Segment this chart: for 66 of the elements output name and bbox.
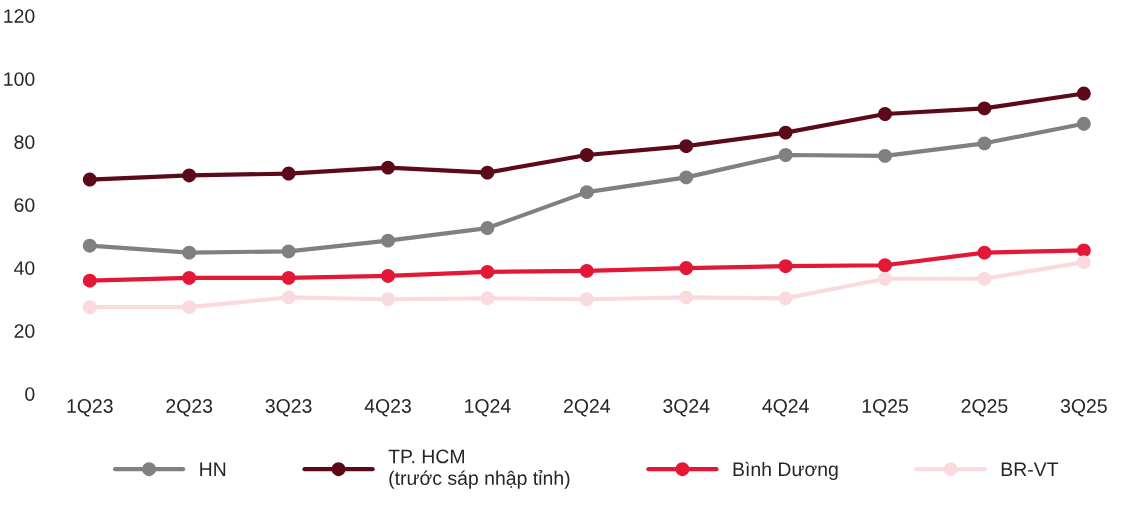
x-tick-label: 2Q23 (166, 399, 213, 417)
point (878, 271, 892, 286)
point (778, 148, 793, 162)
point (281, 244, 296, 259)
point (679, 290, 694, 305)
point (381, 269, 395, 283)
point (182, 168, 197, 183)
legend-label: Bình Dương (733, 461, 838, 481)
point (878, 258, 892, 273)
point (281, 290, 296, 305)
x-tick-label: 1Q24 (465, 399, 511, 417)
point (679, 170, 694, 185)
y-tick-label: 80 (14, 135, 35, 149)
point (82, 300, 97, 315)
point (82, 273, 97, 288)
point (281, 270, 296, 285)
point (82, 172, 97, 187)
point (1076, 255, 1091, 270)
x-tick-label: 1Q25 (862, 399, 908, 417)
x-tick-label: 3Q24 (663, 399, 710, 417)
y-tick-label: 100 (4, 72, 35, 86)
y-tick-label: 120 (4, 9, 35, 23)
x-tick-label: 1Q23 (67, 399, 113, 417)
y-tick-label: 0 (25, 387, 35, 401)
legend-label: BR-VT (1001, 462, 1059, 476)
point (480, 291, 495, 306)
point (381, 160, 395, 175)
point (579, 185, 594, 200)
point (977, 271, 992, 286)
point (977, 245, 992, 260)
point (679, 261, 694, 276)
point (679, 139, 694, 154)
point (579, 292, 594, 307)
point (381, 292, 395, 307)
point (82, 238, 97, 253)
point (977, 136, 992, 151)
x-tick-label: 2Q25 (961, 399, 1008, 417)
y-tick-label: 60 (14, 198, 35, 212)
legend-label: HN (200, 462, 226, 476)
x-tick-label: 3Q23 (265, 399, 312, 417)
y-tick-label: 20 (14, 324, 35, 338)
point (182, 300, 197, 315)
point (281, 166, 296, 181)
point (778, 291, 793, 306)
point (579, 263, 594, 278)
x-tick-label: 3Q25 (1060, 399, 1107, 417)
y-tick-label: 40 (14, 261, 35, 275)
point (878, 107, 892, 121)
point (778, 125, 793, 140)
point (381, 233, 395, 248)
point (1076, 86, 1091, 101)
point (182, 270, 197, 285)
point (878, 148, 892, 163)
x-tick-label: 4Q23 (364, 399, 411, 417)
x-tick-label: 2Q24 (564, 399, 611, 417)
point (1076, 243, 1091, 258)
point (778, 259, 793, 274)
point (480, 264, 495, 279)
point (182, 245, 197, 260)
point (1076, 116, 1091, 131)
legend-label: TP. HCM (trước sáp nhập tỉnh) (388, 449, 570, 489)
x-tick-label: 4Q24 (762, 399, 809, 417)
point (480, 221, 495, 235)
point (579, 148, 594, 162)
point (480, 165, 495, 180)
point (977, 101, 992, 116)
